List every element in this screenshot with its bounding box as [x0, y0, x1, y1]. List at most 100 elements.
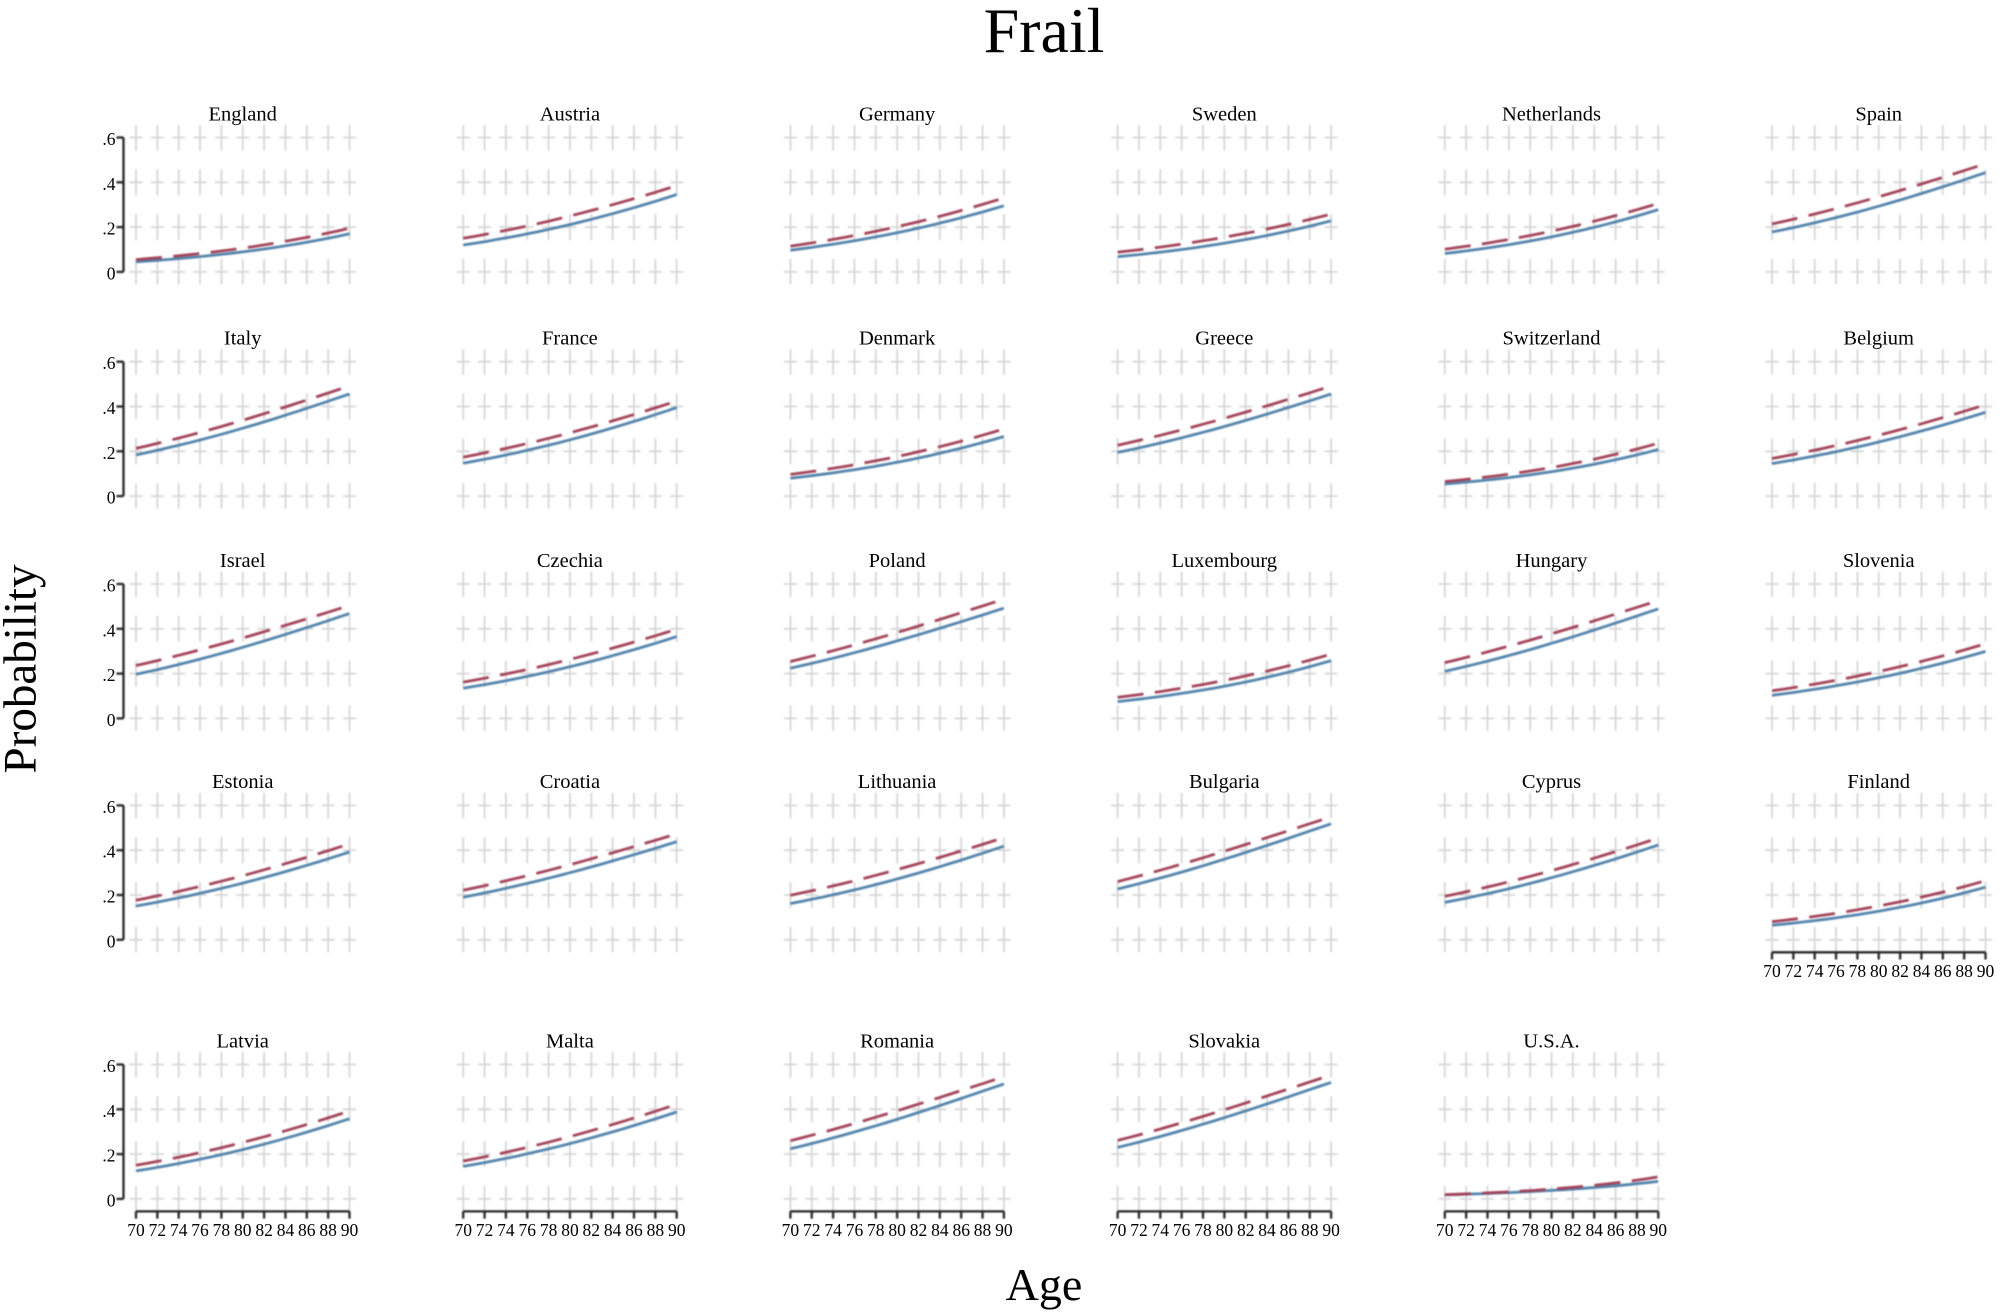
svg-text:88: 88	[974, 1220, 992, 1240]
svg-text:82: 82	[1564, 1220, 1582, 1240]
svg-text:84: 84	[1586, 1220, 1604, 1240]
svg-text:74: 74	[1479, 1220, 1497, 1240]
svg-text:76: 76	[519, 1220, 537, 1240]
svg-text:Netherlands: Netherlands	[1502, 103, 1601, 125]
svg-text:.2: .2	[102, 219, 115, 239]
svg-text:Estonia: Estonia	[212, 771, 274, 793]
svg-text:Slovakia: Slovakia	[1188, 1030, 1260, 1052]
svg-text:78: 78	[1849, 961, 1867, 981]
svg-text:.4: .4	[102, 842, 115, 862]
svg-text:72: 72	[1457, 1220, 1475, 1240]
svg-text:80: 80	[1543, 1220, 1561, 1240]
svg-text:74: 74	[497, 1220, 515, 1240]
svg-text:76: 76	[1827, 961, 1845, 981]
svg-text:Switzerland: Switzerland	[1503, 328, 1601, 350]
svg-text:Lithuania: Lithuania	[858, 771, 937, 793]
svg-text:U.S.A.: U.S.A.	[1523, 1030, 1579, 1052]
svg-text:0: 0	[107, 710, 116, 730]
svg-text:74: 74	[1152, 1220, 1170, 1240]
svg-text:80: 80	[1216, 1220, 1234, 1240]
svg-text:78: 78	[1194, 1220, 1212, 1240]
svg-text:88: 88	[319, 1220, 337, 1240]
svg-text:78: 78	[867, 1220, 885, 1240]
svg-text:74: 74	[1806, 961, 1824, 981]
svg-text:Frail: Frail	[984, 0, 1105, 66]
svg-text:84: 84	[277, 1220, 295, 1240]
svg-text:70: 70	[1763, 961, 1781, 981]
svg-text:70: 70	[1436, 1220, 1454, 1240]
svg-text:90: 90	[341, 1220, 359, 1240]
svg-text:86: 86	[298, 1220, 316, 1240]
svg-text:70: 70	[782, 1220, 800, 1240]
svg-text:Belgium: Belgium	[1843, 328, 1914, 350]
svg-text:80: 80	[234, 1220, 252, 1240]
svg-text:.6: .6	[102, 1056, 115, 1076]
svg-text:88: 88	[647, 1220, 665, 1240]
svg-text:84: 84	[1913, 961, 1931, 981]
svg-text:88: 88	[1301, 1220, 1319, 1240]
svg-text:78: 78	[1521, 1220, 1539, 1240]
svg-text:76: 76	[1173, 1220, 1191, 1240]
svg-text:88: 88	[1955, 961, 1973, 981]
svg-text:Cyprus: Cyprus	[1522, 771, 1581, 793]
svg-text:80: 80	[888, 1220, 906, 1240]
svg-text:84: 84	[1258, 1220, 1276, 1240]
svg-text:82: 82	[1237, 1220, 1255, 1240]
svg-text:74: 74	[170, 1220, 188, 1240]
svg-text:70: 70	[454, 1220, 472, 1240]
svg-text:78: 78	[540, 1220, 558, 1240]
svg-text:82: 82	[583, 1220, 601, 1240]
svg-text:86: 86	[1607, 1220, 1625, 1240]
svg-text:Malta: Malta	[546, 1030, 594, 1052]
svg-text:80: 80	[1870, 961, 1888, 981]
svg-text:Poland: Poland	[869, 550, 926, 572]
svg-text:Hungary: Hungary	[1516, 550, 1588, 572]
svg-text:France: France	[542, 328, 598, 350]
svg-text:Czechia: Czechia	[537, 550, 603, 572]
svg-text:.6: .6	[102, 797, 115, 817]
svg-text:90: 90	[1977, 961, 1995, 981]
svg-text:Denmark: Denmark	[859, 328, 936, 350]
svg-text:.6: .6	[102, 129, 115, 149]
svg-text:72: 72	[803, 1220, 821, 1240]
svg-text:0: 0	[107, 263, 116, 283]
svg-text:90: 90	[1650, 1220, 1668, 1240]
svg-text:Age: Age	[1006, 1259, 1083, 1310]
svg-text:0: 0	[107, 1190, 116, 1210]
svg-text:70: 70	[1109, 1220, 1127, 1240]
svg-text:.2: .2	[102, 443, 115, 463]
svg-text:.6: .6	[102, 353, 115, 373]
svg-text:88: 88	[1628, 1220, 1646, 1240]
svg-text:76: 76	[191, 1220, 209, 1240]
svg-text:84: 84	[931, 1220, 949, 1240]
svg-text:Spain: Spain	[1855, 103, 1902, 125]
svg-text:Austria: Austria	[540, 103, 600, 125]
svg-text:.4: .4	[102, 1101, 115, 1121]
svg-text:72: 72	[476, 1220, 494, 1240]
svg-text:82: 82	[910, 1220, 928, 1240]
svg-text:72: 72	[1130, 1220, 1148, 1240]
svg-text:82: 82	[1891, 961, 1909, 981]
svg-text:86: 86	[625, 1220, 643, 1240]
svg-text:86: 86	[952, 1220, 970, 1240]
svg-text:0: 0	[107, 488, 116, 508]
svg-text:90: 90	[668, 1220, 686, 1240]
svg-text:76: 76	[846, 1220, 864, 1240]
svg-text:.2: .2	[102, 1146, 115, 1166]
svg-text:Italy: Italy	[224, 328, 262, 350]
svg-text:England: England	[209, 103, 277, 125]
svg-text:84: 84	[604, 1220, 622, 1240]
svg-text:.2: .2	[102, 665, 115, 685]
svg-text:Greece: Greece	[1195, 328, 1253, 350]
svg-text:Croatia: Croatia	[540, 771, 600, 793]
svg-text:.4: .4	[102, 620, 115, 640]
svg-text:.4: .4	[102, 174, 115, 194]
svg-text:Germany: Germany	[859, 103, 936, 125]
svg-text:86: 86	[1280, 1220, 1298, 1240]
svg-text:86: 86	[1934, 961, 1952, 981]
svg-text:Romania: Romania	[860, 1030, 934, 1052]
svg-text:74: 74	[824, 1220, 842, 1240]
svg-text:Bulgaria: Bulgaria	[1189, 771, 1260, 793]
svg-text:0: 0	[107, 931, 116, 951]
svg-text:78: 78	[213, 1220, 231, 1240]
